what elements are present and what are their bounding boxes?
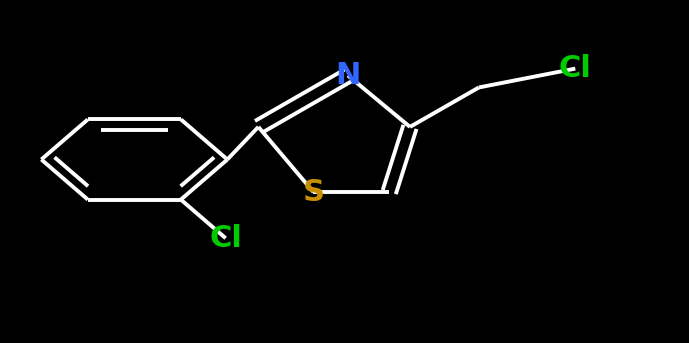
- Text: N: N: [336, 61, 360, 90]
- Text: Cl: Cl: [209, 224, 242, 253]
- Text: Cl: Cl: [559, 54, 592, 83]
- Text: S: S: [302, 178, 325, 206]
